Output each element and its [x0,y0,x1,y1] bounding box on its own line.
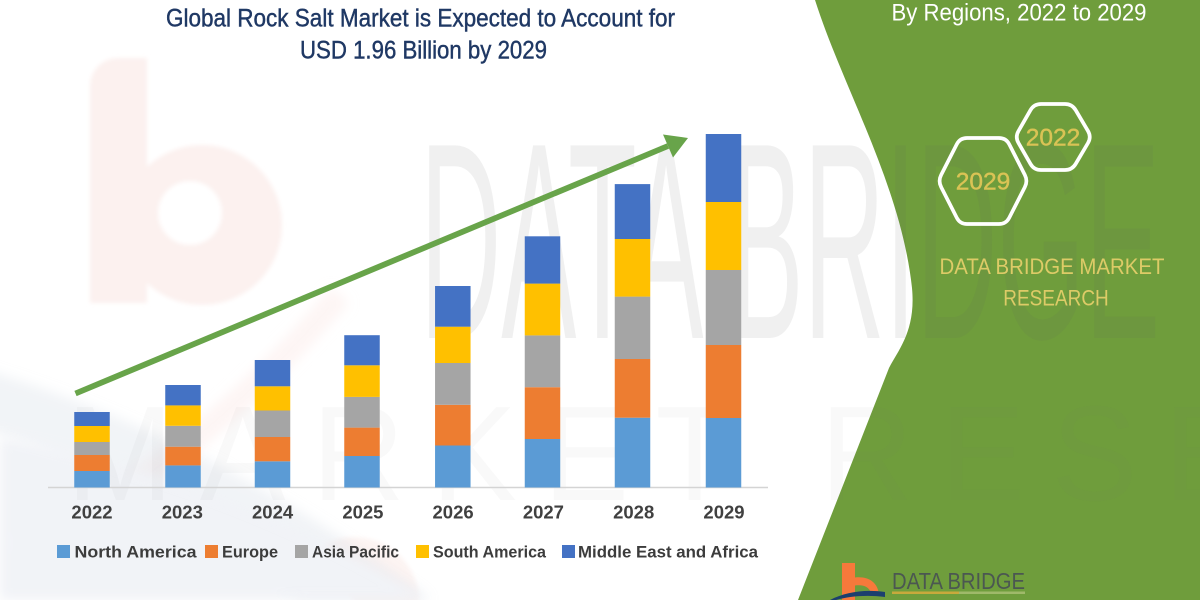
svg-text:MARKET RESEARCH: MARKET RESEARCH [891,597,1046,600]
svg-text:2024: 2024 [252,502,294,523]
svg-text:Global Rock Salt Market is Exp: Global Rock Salt Market is Expected to A… [166,5,675,33]
svg-text:North America: North America [75,544,198,562]
svg-text:RESEARCH: RESEARCH [1003,286,1109,311]
svg-text:DATA BRIDGE MARKET: DATA BRIDGE MARKET [940,254,1165,279]
svg-text:2022: 2022 [71,502,112,523]
svg-text:2028: 2028 [613,502,654,523]
svg-text:Asia Pacific: Asia Pacific [312,544,399,562]
svg-text:Europe: Europe [222,544,278,562]
svg-text:DATA BRIDGE: DATA BRIDGE [892,568,1025,594]
svg-text:2026: 2026 [433,502,474,523]
svg-text:South America: South America [433,544,547,562]
svg-text:By Regions, 2022 to 2029: By Regions, 2022 to 2029 [892,1,1147,27]
svg-text:2029: 2029 [956,169,1011,196]
svg-text:2023: 2023 [162,502,203,523]
svg-text:USD 1.96 Billion by 2029: USD 1.96 Billion by 2029 [300,36,547,64]
svg-text:2025: 2025 [342,502,383,523]
svg-text:2027: 2027 [523,502,564,523]
svg-text:2022: 2022 [1026,125,1081,152]
svg-text:Middle East and Africa: Middle East and Africa [578,544,759,562]
svg-text:2029: 2029 [703,502,744,523]
